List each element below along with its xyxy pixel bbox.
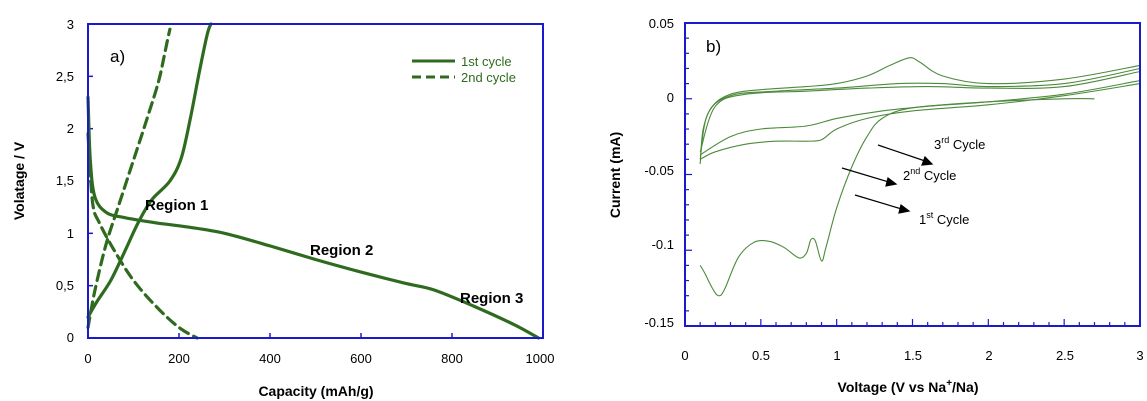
chart-a-xtick: 0 [84, 351, 91, 366]
chart-a-xtick: 1000 [526, 351, 555, 366]
chart-a-ylabel: Volatage / V [11, 141, 27, 220]
chart-b-xtick: 3 [1136, 348, 1143, 363]
chart-a-ytick: 2,5 [56, 69, 74, 84]
legend-label-1st-cycle: 1st cycle [461, 54, 512, 69]
chart-b: 0.05 0 -0.05 -0.1 -0.15 0 0.5 1 1.5 2 2.… [607, 16, 1144, 395]
series-line-2nd-cycle-discharge [86, 132, 199, 340]
chart-a-panel-label: a) [110, 47, 125, 66]
chart-b-xtick: 1 [833, 348, 840, 363]
series-line-1st-cycle-charge [86, 22, 213, 319]
chart-a-xtick: 800 [441, 351, 463, 366]
chart-a-ytick: 3 [67, 17, 74, 32]
chart-b-ytick: -0.1 [652, 237, 674, 252]
chart-b-frame [684, 22, 1141, 327]
chart-b-xtick: 0 [681, 348, 688, 363]
arrow-head [885, 176, 898, 187]
chart-a-xtick: 200 [168, 351, 190, 366]
cv-curve-anodic-0 [699, 57, 1141, 164]
chart-a-xtick: 400 [259, 351, 281, 366]
chart-a-frame [87, 23, 544, 339]
chart-a-ytick: 0 [67, 330, 74, 345]
arrow-head [898, 203, 911, 214]
chart-a-legend: 1st cycle 2nd cycle [412, 54, 516, 85]
chart-b-ytick: -0.05 [644, 163, 674, 178]
series-line-2nd-cycle-charge [86, 27, 172, 330]
arrow-2nd-cycle [841, 167, 893, 184]
region-2-label: Region 2 [310, 242, 373, 259]
chart-b-xtick: 2.5 [1056, 348, 1074, 363]
cycle-arrows [841, 144, 934, 214]
cv-curve-1st-cycle-0 [699, 97, 1095, 297]
chart-b-ylabel: Current (mA) [607, 132, 623, 218]
chart-b-xtick: 2 [985, 348, 992, 363]
chart-b-xtick: 0.5 [752, 348, 770, 363]
label-1st-cycle: 1st Cycle [919, 210, 969, 227]
chart-a: 0 0,5 1 1,5 2 2,5 3 0 200 400 600 800 10… [11, 17, 554, 399]
arrow-1st-cycle [854, 194, 906, 211]
chart-b-ytick: -0.15 [644, 315, 674, 330]
chart-a-ytick: 1,5 [56, 173, 74, 188]
chart-a-ytick: 2 [67, 121, 74, 136]
legend-label-2nd-cycle: 2nd cycle [461, 70, 516, 85]
cv-curve-anodic-1 [699, 67, 1141, 160]
series-line-1st-cycle-discharge [86, 95, 541, 340]
chart-b-ytick: 0 [667, 90, 674, 105]
chart-b-panel-label: b) [706, 37, 721, 56]
arrow-head [921, 155, 934, 166]
region-1-label: Region 1 [145, 197, 208, 214]
cv-curve-2nd-cycle-0 [699, 83, 1141, 160]
chart-b-xlabel: Voltage (V vs Na+/Na) [838, 378, 979, 395]
cv-curve-3rd-cycle-0 [699, 80, 1141, 156]
chart-a-xtick: 600 [350, 351, 372, 366]
chart-b-xtick: 1.5 [904, 348, 922, 363]
chart-a-ytick: 1 [67, 226, 74, 241]
label-3rd-cycle: 3rd Cycle [934, 135, 985, 152]
region-3-label: Region 3 [460, 290, 523, 307]
chart-b-ytick: 0.05 [649, 16, 674, 31]
chart-a-ytick: 0,5 [56, 278, 74, 293]
chart-a-series [86, 22, 541, 340]
chart-b-series [699, 57, 1141, 297]
chart-a-xlabel: Capacity (mAh/g) [258, 383, 373, 399]
arrow-3rd-cycle [877, 144, 929, 163]
cv-curve-anodic-2 [699, 70, 1141, 152]
label-2nd-cycle: 2nd Cycle [903, 166, 956, 183]
